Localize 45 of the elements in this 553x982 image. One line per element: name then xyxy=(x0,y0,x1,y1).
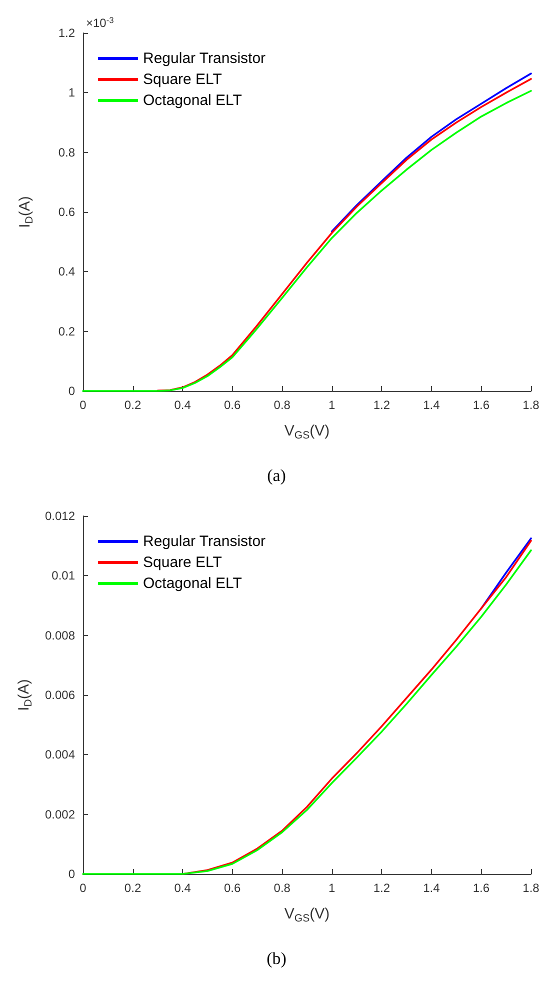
x-tick-label: 0.6 xyxy=(224,881,241,895)
x-tick-label: 0 xyxy=(80,398,87,412)
x-tick-label: 1.8 xyxy=(522,398,540,412)
x-tick-label: 1.6 xyxy=(472,881,490,895)
y-tick-label: 0 xyxy=(68,384,76,398)
x-tick-label: 0.6 xyxy=(224,398,241,412)
x-tick-label: 1.8 xyxy=(522,881,540,895)
legend-label: Octagonal ELT xyxy=(143,575,242,592)
y-tick-label: 0.2 xyxy=(58,324,76,338)
y-tick-label: 0.4 xyxy=(58,264,76,279)
y-tick-label: 0.012 xyxy=(44,509,76,523)
y-tick-label: 0.004 xyxy=(44,748,76,762)
x-tick-label: 1.2 xyxy=(373,881,390,895)
legend-label: Square ELT xyxy=(143,554,222,571)
x-tick-label: 0.4 xyxy=(174,881,192,895)
x-tick-label: 0.4 xyxy=(174,398,192,412)
x-tick-label: 0.2 xyxy=(124,881,142,895)
y-tick-label: 0.008 xyxy=(44,628,76,642)
y-tick-label: 0.01 xyxy=(52,568,76,583)
y-tick-label: 0.002 xyxy=(44,807,76,822)
y-tick-label: 1 xyxy=(68,86,76,100)
y-tick-label: 0.6 xyxy=(58,205,76,219)
x-tick-label: 0 xyxy=(80,881,87,895)
text: (a) xyxy=(267,466,286,485)
y-axis-title: ID(A) xyxy=(16,196,36,228)
x-tick-label: 1 xyxy=(328,881,336,895)
legend-label: Regular Transistor xyxy=(143,50,266,67)
y-tick-label: 0 xyxy=(68,867,76,881)
legend-label: Octagonal ELT xyxy=(143,92,242,109)
x-tick-label: 1.4 xyxy=(423,881,440,895)
x-tick-label: 0.8 xyxy=(274,398,291,412)
line-series xyxy=(330,72,532,232)
x-tick-label: 1.6 xyxy=(472,398,490,412)
x-tick-label: 0.8 xyxy=(274,881,291,895)
legend-label: Regular Transistor xyxy=(143,533,266,550)
x-tick-label: 1.2 xyxy=(373,398,390,412)
y-tick-label: 1.2 xyxy=(58,26,76,40)
legend-label: Square ELT xyxy=(143,71,222,88)
x-tick-label: 0.2 xyxy=(124,398,142,412)
x-tick-label: 1 xyxy=(328,398,336,412)
y-tick-label: 0.006 xyxy=(44,688,76,702)
y-axis-title: ID(A) xyxy=(16,679,35,711)
x-tick-label: 1.4 xyxy=(423,398,440,412)
y-tick-label: 0.8 xyxy=(58,145,76,160)
text: (b) xyxy=(266,949,286,968)
